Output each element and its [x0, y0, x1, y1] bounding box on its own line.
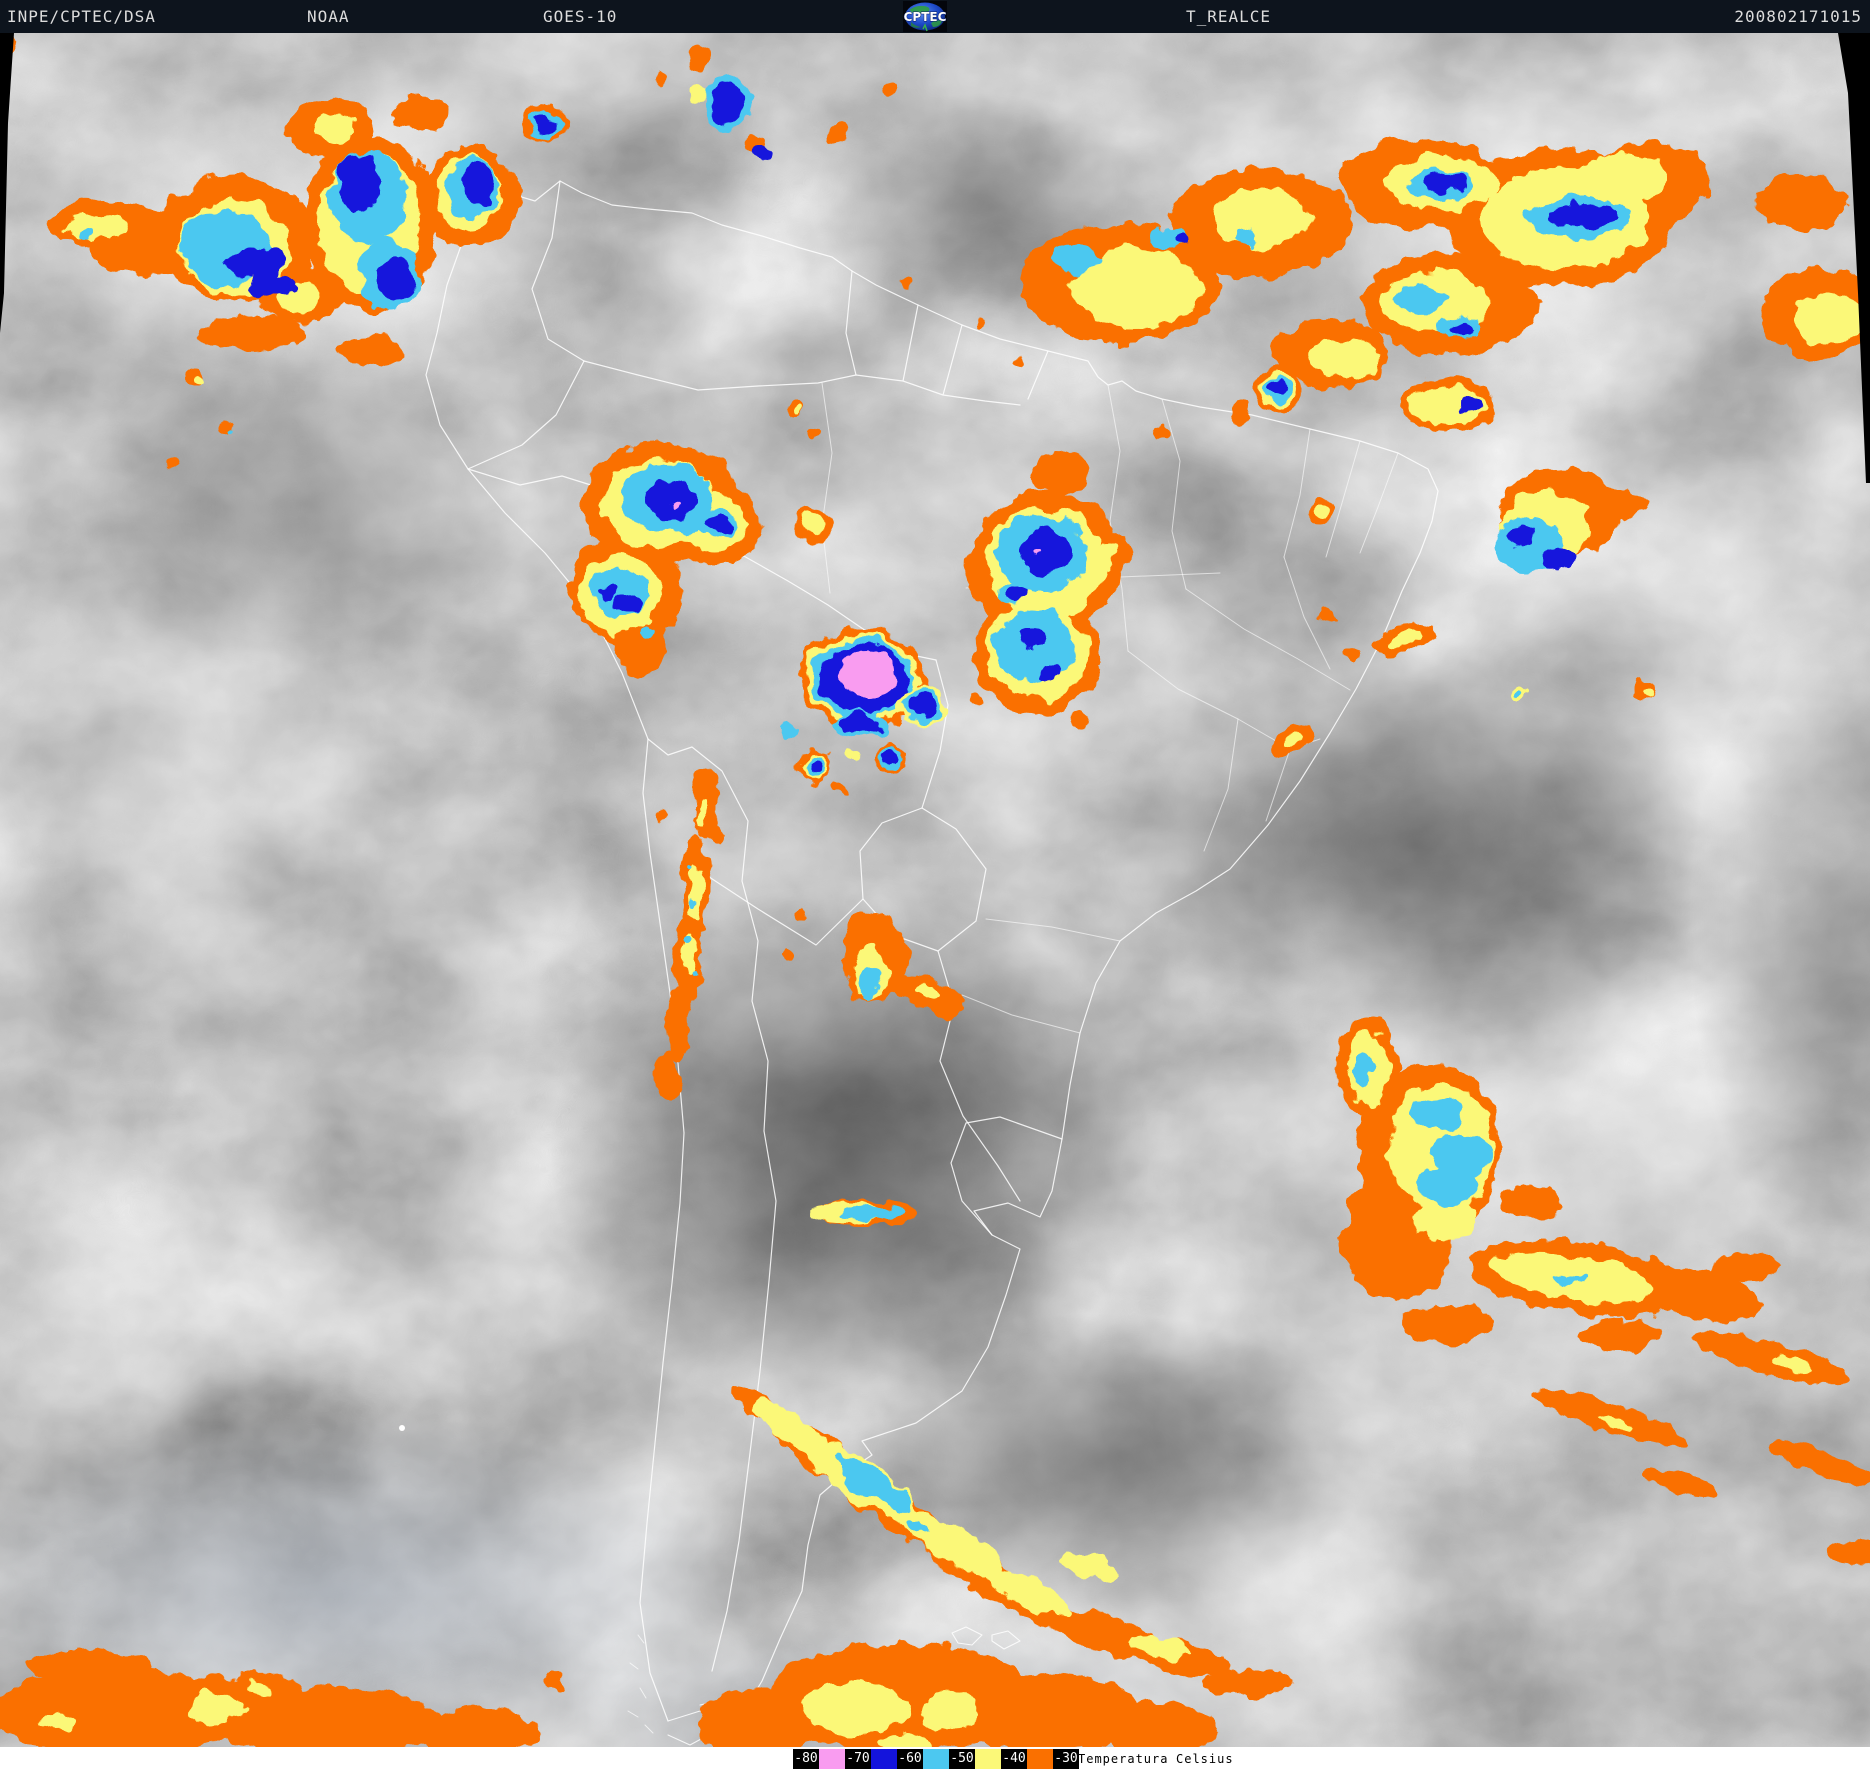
legend-label-m80: -80 — [793, 1749, 819, 1769]
cptec-logo: CPTEC — [903, 1, 947, 32]
storm-cell-rondonia — [793, 507, 833, 543]
patagonia-fjords — [627, 1634, 654, 1734]
storm-cluster-north-atlantic — [1020, 138, 1870, 440]
border-paraguay — [859, 807, 987, 952]
legend-label-m30: -30 — [1053, 1749, 1079, 1769]
agency-label: INPE/CPTEC/DSA — [7, 7, 156, 26]
border-bolivia-east — [921, 659, 949, 809]
storm-cluster-mato-grosso — [967, 451, 1129, 732]
storm-specks-west — [166, 369, 233, 469]
storm-streak-minas — [1271, 723, 1313, 757]
storm-cluster-northwest — [50, 95, 566, 365]
storm-cluster-peru — [569, 443, 761, 677]
storm-streaks-southeast — [1531, 1331, 1870, 1565]
border-colombia-south — [467, 360, 585, 470]
logo-text: CPTEC — [904, 10, 947, 24]
border-pilcomayo — [699, 870, 864, 946]
border-chile-argentina — [647, 738, 777, 1672]
cold-cloud-enhancement — [0, 34, 1870, 1747]
storm-field-far-south — [698, 1643, 1220, 1747]
coastline-north-east — [497, 180, 1439, 1712]
border-uruguay — [950, 1116, 1063, 1236]
storm-band-front — [729, 1385, 1295, 1697]
storm-cell-paraguay — [782, 906, 969, 1014]
legend-swatch-yellow — [975, 1749, 1001, 1769]
legend-bar: -80 -70 -60 -50 -40 -30 Temperatura Cels… — [0, 1747, 1870, 1770]
storm-cluster-south-atlantic — [1338, 1016, 1780, 1350]
legend-label-m50: -50 — [949, 1749, 975, 1769]
coastline-pacific — [425, 189, 685, 1722]
storm-cluster-northeast-brazil — [1323, 467, 1654, 701]
legend-swatch-orange — [1027, 1749, 1053, 1769]
legend-unit-label: Temperatura — [1078, 1752, 1169, 1766]
tiny-white-cell — [399, 1425, 405, 1431]
product-label: T_REALCE — [1186, 7, 1272, 26]
border-venezuela-colombia — [531, 180, 585, 362]
legend-label-m70: -70 — [845, 1749, 871, 1769]
legend-label-m40: -40 — [1001, 1749, 1027, 1769]
satellite-label: GOES-10 — [543, 7, 618, 26]
storm-specks-north-center — [654, 46, 1025, 439]
border-guyanas — [845, 270, 1049, 406]
temperature-scale: -80 -70 -60 -50 -40 -30 — [793, 1749, 1079, 1769]
noaa-label: NOAA — [307, 7, 350, 26]
storm-cell-para — [1255, 367, 1332, 522]
storm-cell-coldest-pink — [783, 628, 946, 795]
legend-swatch-pink — [819, 1749, 845, 1769]
legend-unit-name: Celsius — [1176, 1752, 1234, 1766]
scan-edge-black — [0, 33, 1870, 483]
header-bar: INPE/CPTEC/DSA NOAA GOES-10 CPTEC — [0, 0, 1870, 33]
border-venezuela-south — [583, 360, 857, 391]
legend-swatch-cyan — [923, 1749, 949, 1769]
satellite-image — [0, 33, 1870, 1747]
storm-lens-argentina — [810, 1200, 917, 1226]
timestamp-label: 200802171015 — [1734, 7, 1862, 26]
storm-line-andes — [654, 769, 724, 1100]
legend-swatch-blue — [871, 1749, 897, 1769]
storm-field-southwest — [0, 34, 563, 1747]
islands-falklands — [951, 1626, 1021, 1650]
legend-label-m60: -60 — [897, 1749, 923, 1769]
